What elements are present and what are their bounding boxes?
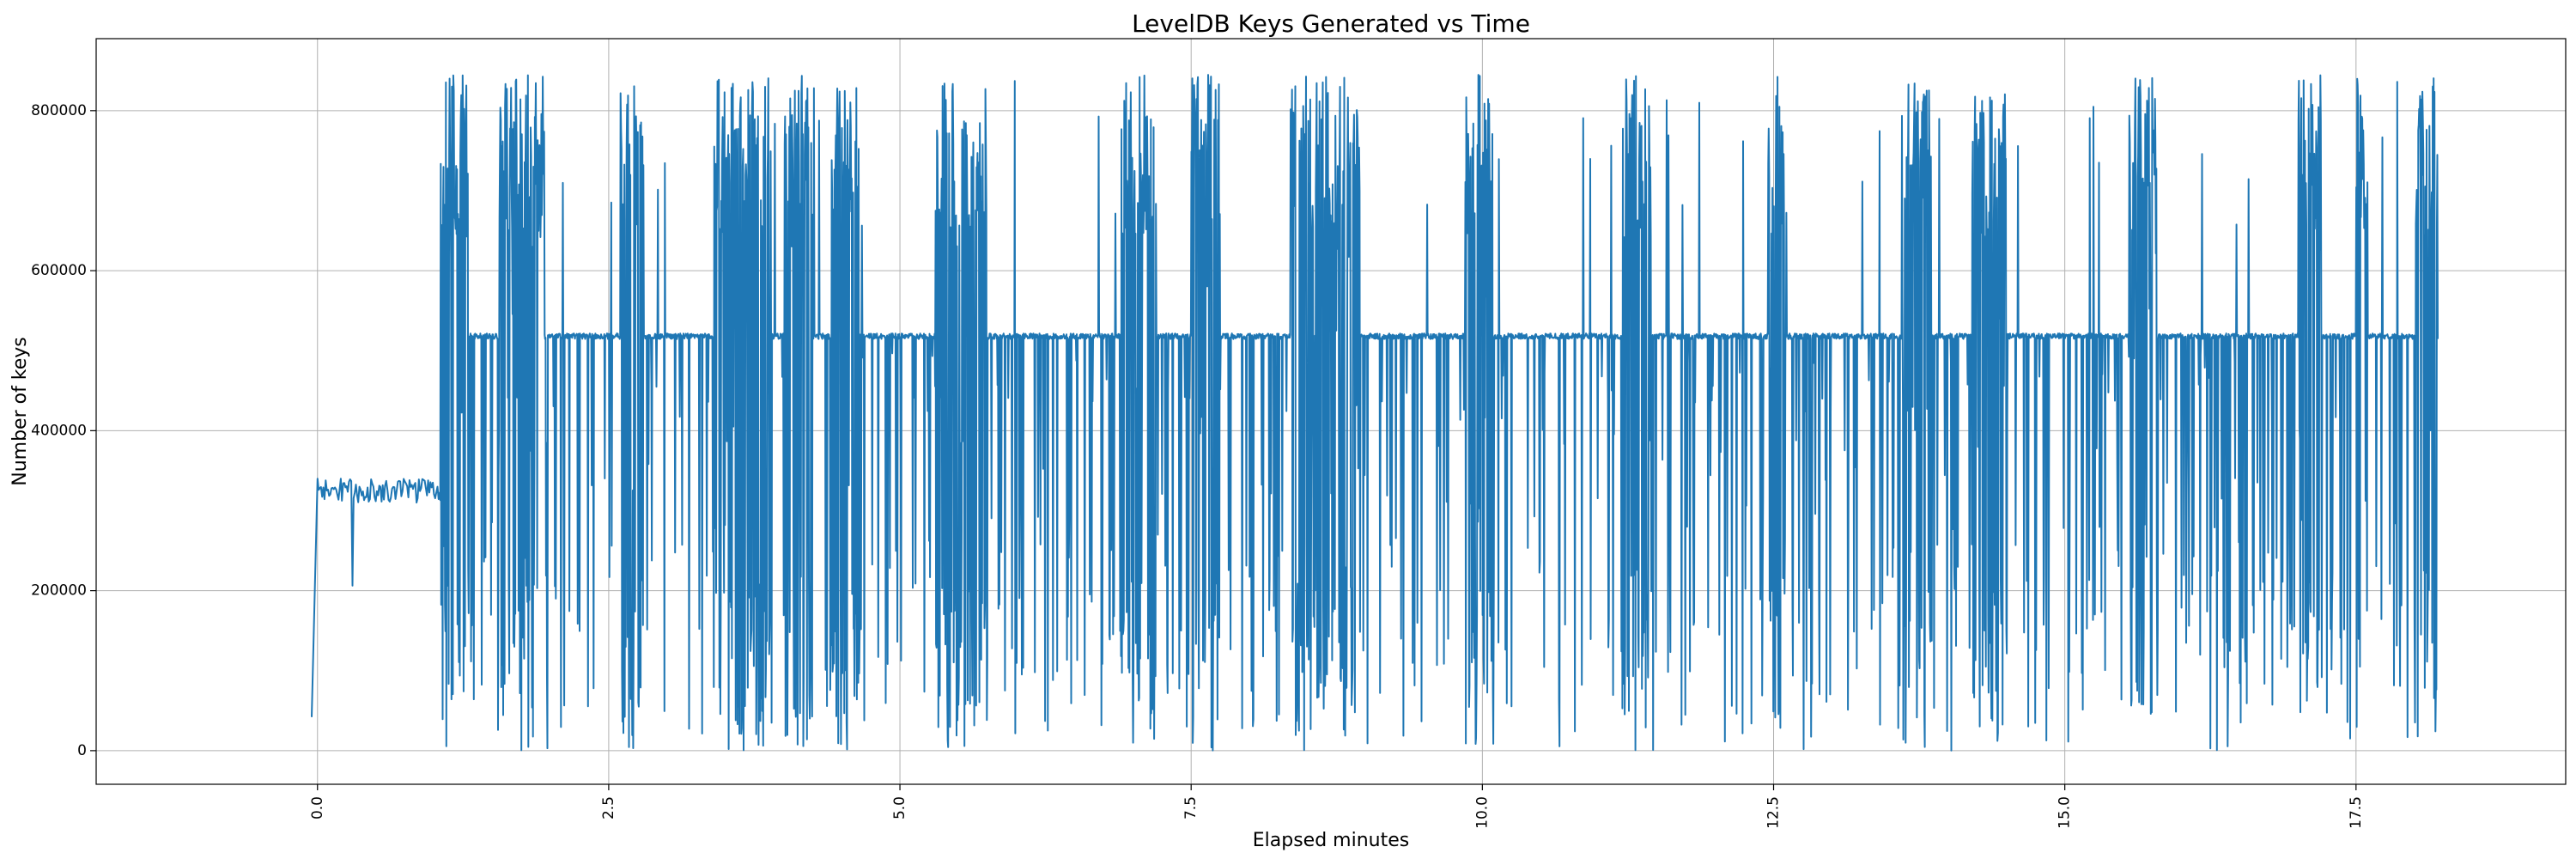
x-tick-label: 2.5 [600,796,617,819]
y-axis-label: Number of keys [9,337,31,486]
x-tick-label: 17.5 [2348,796,2365,829]
x-tick-label: 10.0 [1473,796,1491,829]
x-tick-label: 7.5 [1182,796,1200,819]
y-tick-label: 0 [77,742,87,759]
y-tick-label: 400000 [31,422,87,439]
tick-layer: 0.0 2.5 5.0 7.5 10.0 12.5 15.0 17.5 0 200000 40000… [31,102,2365,829]
series-layer [311,74,2439,752]
x-tick-label: 12.5 [1765,796,1783,829]
x-tick-label: 0.0 [309,796,326,819]
y-tick-label: 800000 [31,102,87,119]
x-tick-label: 5.0 [891,796,908,819]
x-tick-label: 15.0 [2057,796,2074,829]
chart-title: LevelDB Keys Generated vs Time [1132,9,1530,38]
y-tick-label: 600000 [31,262,87,279]
series-line-keys [311,74,2439,752]
y-tick-label: 200000 [31,582,87,600]
plot-frame [95,38,2567,785]
x-axis-label: Elapsed minutes [1253,830,1409,851]
